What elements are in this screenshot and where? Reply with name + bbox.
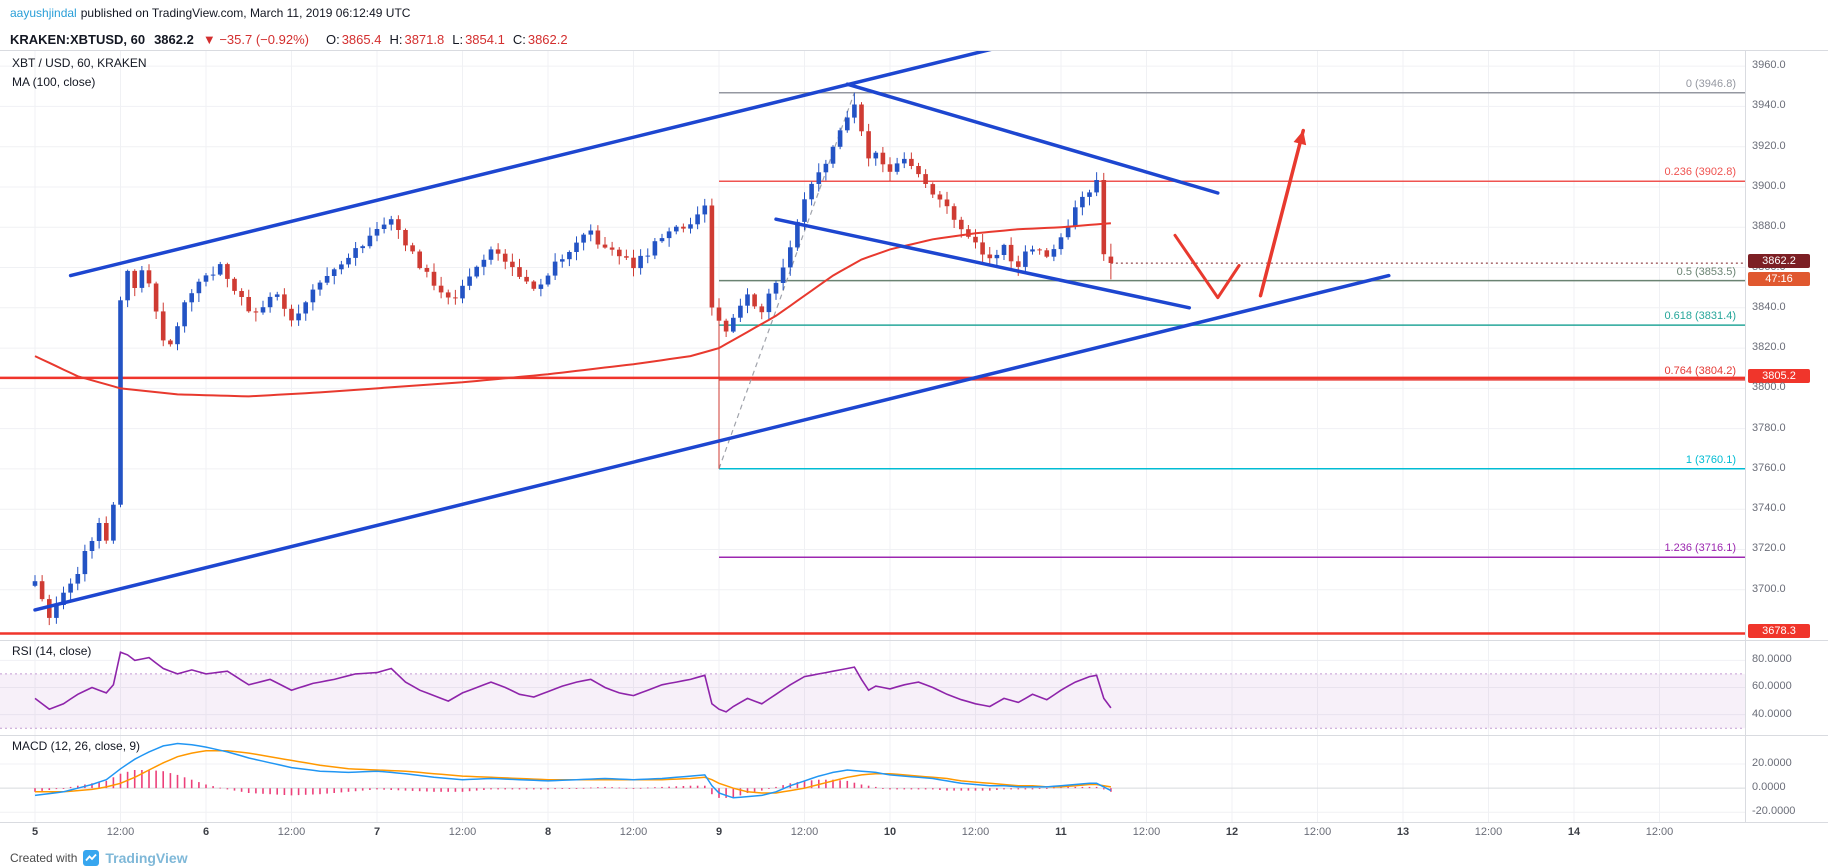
macd-pane-label: MACD (12, 26, close, 9) — [12, 739, 141, 753]
main-pane-legend: XBT / USD, 60, KRAKEN MA (100, close) — [12, 56, 147, 89]
ohlc-readout: O: 3865.4 H: 3871.8 L: 3854.1 C: 3862.2 — [318, 32, 568, 47]
tradingview-brand[interactable]: TradingView — [105, 850, 188, 866]
publish-info: published on TradingView.com, March 11, … — [80, 6, 411, 20]
ohlc-value: 3862.2 — [527, 32, 568, 47]
price-chart-canvas[interactable] — [0, 50, 1828, 846]
ohlc-label: L: — [452, 32, 464, 47]
created-with-text: Created with — [10, 851, 78, 865]
rsi-line — [34, 651, 1112, 713]
rsi-band — [0, 673, 1745, 729]
rsi-pane-label: RSI (14, close) — [12, 644, 92, 658]
macd-layer — [34, 742, 1112, 799]
last-price-value: 3862.2 — [154, 32, 194, 47]
projection-arrows — [1173, 128, 1307, 300]
footer: Created with TradingView — [0, 846, 1828, 868]
chart-area[interactable]: 0 (3946.8) 0.236 (3902.8) 0.5 (3853.5) 0.61… — [0, 50, 1828, 846]
pane-legend-symbol: XBT / USD, 60, KRAKEN — [12, 56, 147, 70]
publish-header: aayushjindal published on TradingView.com… — [0, 0, 1828, 26]
ohlc-value: 3871.8 — [404, 32, 445, 47]
change-text: −35.7 (−0.92%) — [219, 32, 309, 47]
level-lines-layer — [0, 91, 1745, 635]
author-link[interactable]: aayushjindal — [10, 6, 77, 20]
symbol-info-bar: KRAKEN:XBTUSD, 60 3862.2 ▼ −35.7 (−0.92%… — [0, 26, 1828, 50]
ohlc-label: C: — [512, 32, 526, 47]
tradingview-logo-icon — [83, 850, 100, 866]
ohlc-label: H: — [389, 32, 403, 47]
down-arrow-icon: ▼ — [202, 32, 216, 47]
symbol-name: KRAKEN:XBTUSD, 60 — [10, 32, 146, 47]
pane-separators — [0, 50, 1828, 823]
ohlc-value: 3854.1 — [465, 32, 505, 47]
ohlc-value: 3865.4 — [341, 32, 382, 47]
pane-legend-ma: MA (100, close) — [12, 75, 96, 89]
ma100-line — [34, 222, 1111, 398]
trend-lines-layer — [33, 50, 1391, 612]
ohlc-label: O: — [325, 32, 340, 47]
price-change: ▼ −35.7 (−0.92%) — [203, 32, 309, 47]
candles-layer — [32, 92, 1114, 626]
